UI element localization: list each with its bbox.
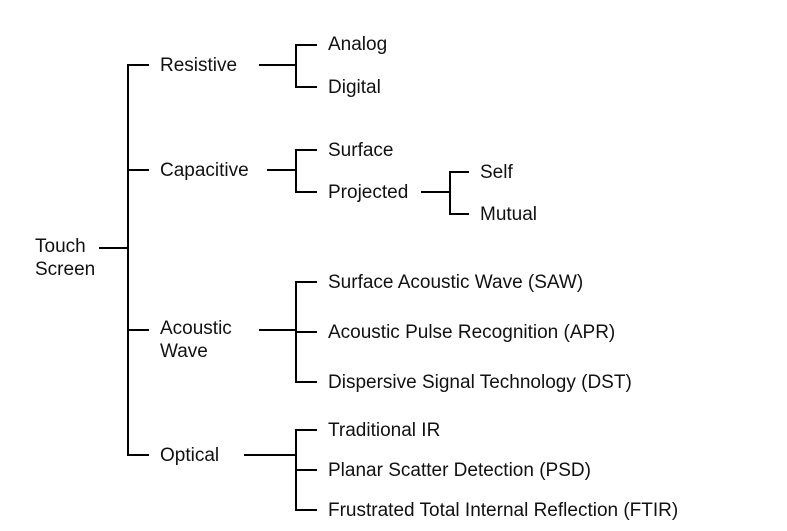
- node-root: Touch Screen: [35, 236, 95, 282]
- node-self: Self: [480, 162, 513, 185]
- node-optical: Optical: [160, 445, 219, 468]
- node-saw: Surface Acoustic Wave (SAW): [328, 272, 583, 295]
- node-apr: Acoustic Pulse Recognition (APR): [328, 322, 615, 345]
- node-ir: Traditional IR: [328, 420, 440, 443]
- node-ftir: Frustrated Total Internal Reflection (FT…: [328, 500, 678, 523]
- node-digital: Digital: [328, 77, 381, 100]
- node-capacitive: Capacitive: [160, 160, 249, 183]
- node-psd: Planar Scatter Detection (PSD): [328, 460, 591, 483]
- node-projected: Projected: [328, 182, 408, 205]
- node-surface: Surface: [328, 140, 393, 163]
- node-acoustic: Acoustic Wave: [160, 318, 232, 364]
- node-resistive: Resistive: [160, 55, 237, 78]
- touch-screen-tree-diagram: Touch Screen Resistive Capacitive Acoustic …: [0, 0, 787, 531]
- tree-connectors: [0, 0, 787, 531]
- node-dst: Dispersive Signal Technology (DST): [328, 372, 632, 395]
- node-mutual: Mutual: [480, 204, 537, 227]
- node-analog: Analog: [328, 34, 387, 57]
